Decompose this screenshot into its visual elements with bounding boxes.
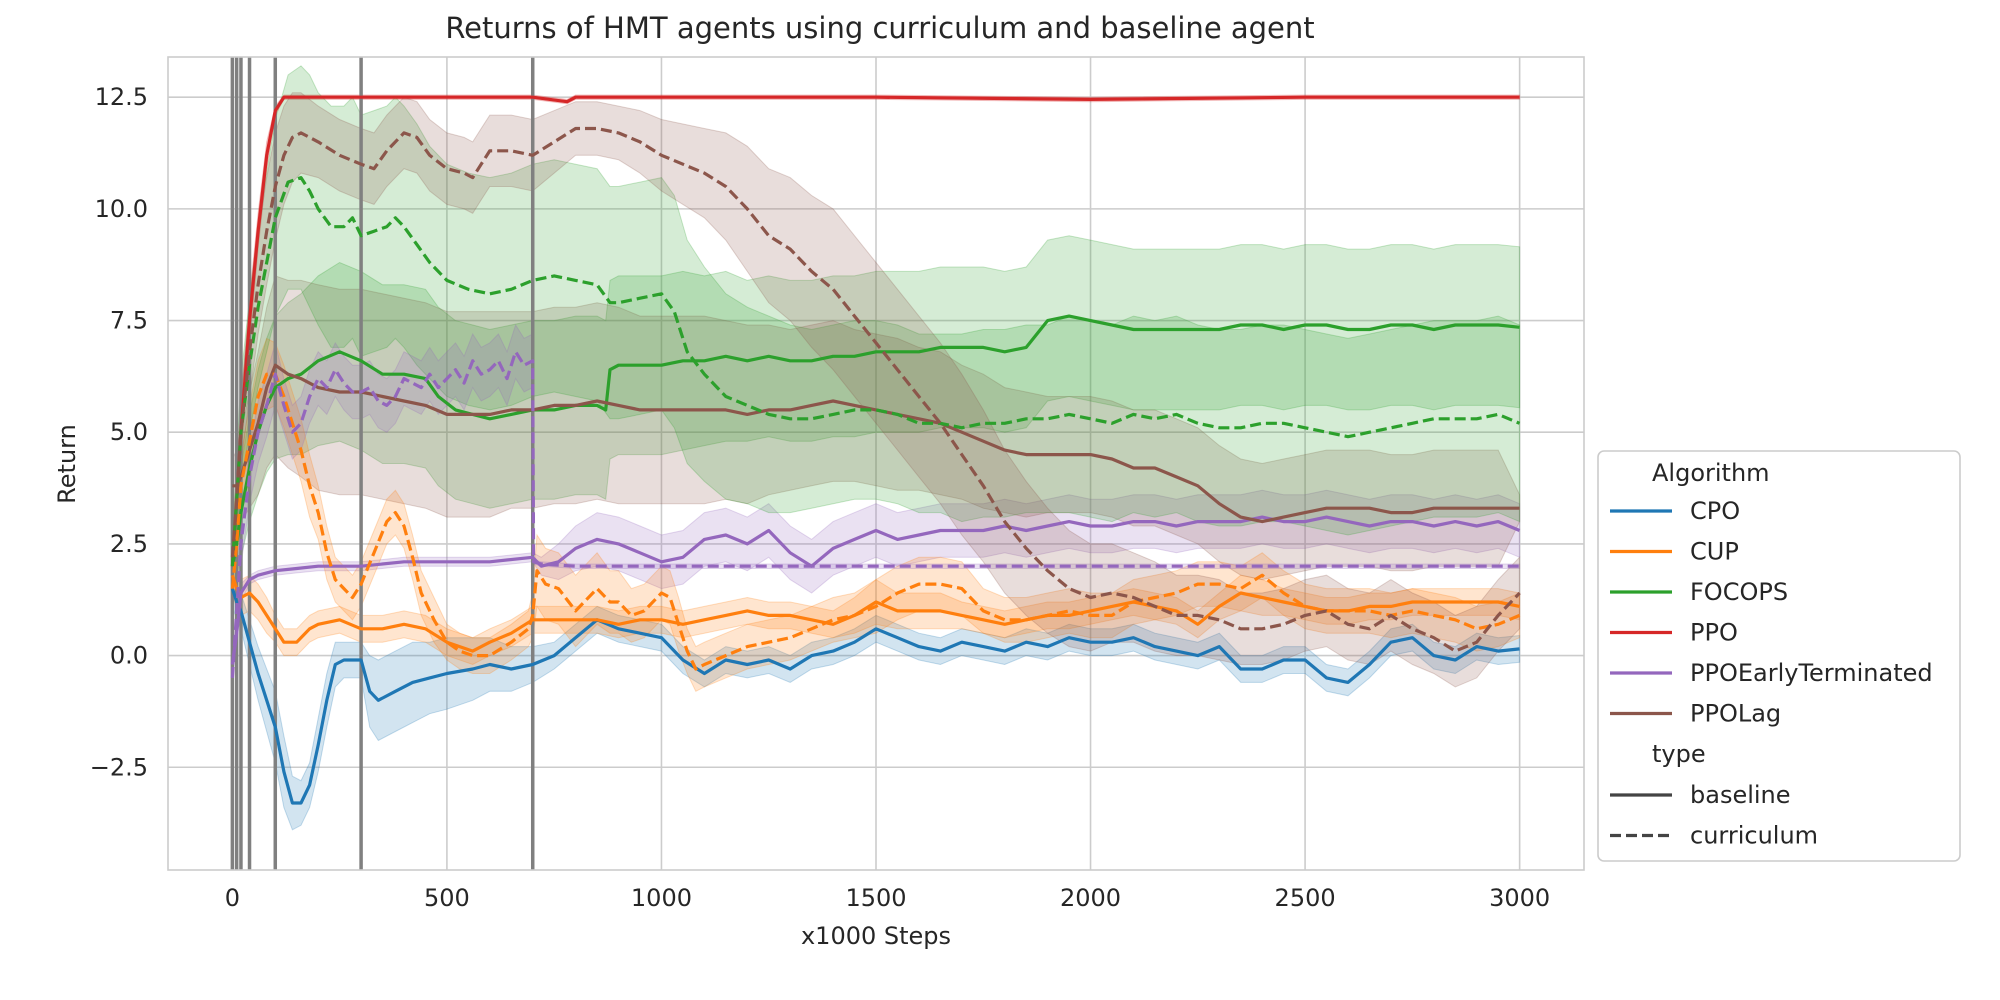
x-tick-label: 3000 (1489, 884, 1550, 912)
y-tick-label: 5.0 (110, 418, 148, 446)
x-axis-label: x1000 Steps (801, 922, 951, 950)
y-tick-label: 12.5 (95, 83, 148, 111)
series-line-ppolag-baseline (232, 363, 1520, 524)
y-tick-label: −2.5 (90, 753, 148, 781)
series-line-cup-curriculum (230, 372, 1521, 671)
legend-box (1597, 450, 1961, 862)
band-cup-curriculum (231, 337, 1521, 692)
x-tick-label: 2500 (1275, 884, 1336, 912)
y-tick-label: 0.0 (110, 642, 148, 670)
y-tick-label: 2.5 (110, 530, 148, 558)
series-line-focops-curriculum (230, 176, 1521, 567)
band-cup-baseline (231, 552, 1521, 666)
legend-label-cpo: CPO (1690, 497, 1740, 525)
legend-label-baseline: baseline (1690, 781, 1791, 809)
legend-label-focops: FOCOPS (1690, 578, 1788, 606)
legend-title-algorithm: Algorithm (1652, 459, 1770, 487)
legend-label-curriculum: curriculum (1690, 822, 1818, 850)
legend-label-ppolag: PPOLag (1690, 700, 1781, 728)
band-ppo-baseline (231, 94, 1521, 589)
plot-frame (167, 56, 1585, 871)
series-line-ppoearlyterminated-baseline (230, 515, 1521, 665)
y-axis-label: Return (53, 424, 81, 504)
band-ppoearlyterminated-baseline (231, 489, 1521, 678)
band-focops-baseline (231, 235, 1521, 589)
legend-title-type: type (1652, 740, 1706, 768)
tick-labels: 0 500 1000 1500 2000 2500 3000 −2.5 0.0 2.5 5.0 7.5… (90, 83, 1550, 912)
x-tick-label: 2000 (1060, 884, 1121, 912)
band-ppolag-baseline (231, 275, 1521, 581)
series-line-cup-baseline (230, 574, 1520, 653)
y-tick-label: 10.0 (95, 195, 148, 223)
series-line-cpo-baseline (230, 588, 1520, 805)
series-line-ppoearlyterminated-curriculum (230, 350, 1520, 679)
x-tick-label: 0 (225, 884, 240, 912)
chart-title: Returns of HMT agents using curriculum a… (445, 11, 1314, 45)
series-line-focops-baseline (230, 314, 1520, 567)
legend-label-ppo: PPO (1690, 619, 1738, 647)
series-lines (230, 95, 1521, 805)
x-tick-label: 1500 (845, 884, 906, 912)
legend-algorithm-entries: CPO CUP FOCOPS PPO PPOEarlyTerminated PPOLag (1610, 497, 1933, 728)
legend-type-entries: baseline curriculum (1610, 781, 1818, 850)
legend-label-cup: CUP (1690, 538, 1739, 566)
x-tick-label: 1000 (631, 884, 692, 912)
band-ppolag-curriculum (231, 92, 1521, 688)
legend-label-ppoearlyterminated: PPOEarlyTerminated (1690, 659, 1933, 687)
y-tick-label: 7.5 (110, 307, 148, 335)
confidence-bands (231, 65, 1521, 831)
x-tick-label: 500 (424, 884, 470, 912)
band-focops-curriculum (231, 65, 1521, 594)
series-line-ppo-baseline (230, 95, 1520, 567)
band-ppoearlyterminated-curriculum (231, 323, 1521, 692)
legend: Algorithm CPO CUP FOCOPS PPO PPOEarlyTermina… (1597, 450, 1961, 862)
